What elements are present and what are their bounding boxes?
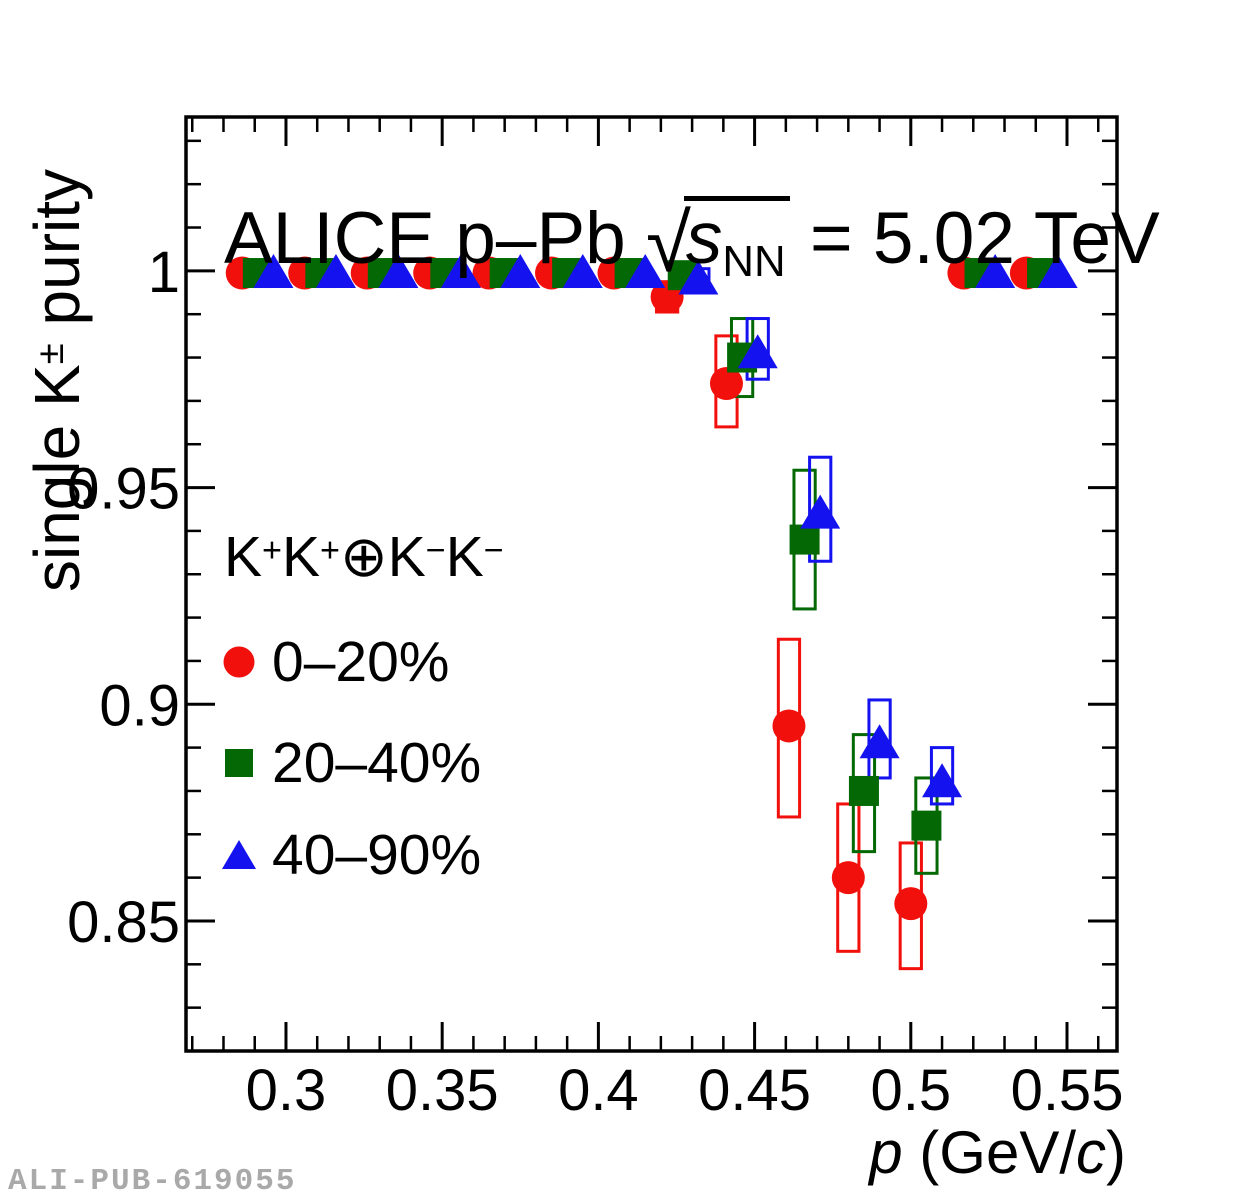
sqrt-symbol: √: [646, 198, 691, 290]
legend-label: 20–40%: [272, 731, 482, 795]
data-point-triangle: [922, 763, 963, 798]
legend-label: 0–20%: [272, 630, 450, 694]
data-point-triangle: [625, 254, 666, 289]
data-point-square: [911, 810, 942, 841]
y-tick-label: 0.85: [67, 890, 180, 955]
title-s-subscript: NN: [722, 237, 786, 287]
y-tick-label: 1: [148, 240, 180, 305]
data-point-circle: [709, 367, 743, 401]
legend-plus2: +: [320, 531, 340, 570]
x-tick-label: 0.55: [1011, 1058, 1124, 1123]
x-tick-label: 0.35: [386, 1058, 499, 1123]
data-point-triangle: [737, 334, 778, 369]
legend-circle: [223, 646, 255, 678]
title-text: ALICE p–Pb: [224, 198, 647, 279]
data-point-circle: [831, 861, 865, 895]
x-tick-label: 0.5: [870, 1058, 951, 1123]
legend-triangle: [222, 840, 256, 869]
data-point-triangle: [500, 254, 541, 289]
triangle-marker-icon: [222, 840, 256, 869]
syst-box: [929, 746, 955, 806]
data-point-square: [848, 775, 879, 806]
x-tick-label: 0.45: [698, 1058, 811, 1123]
legend-minus1: −: [425, 531, 446, 570]
x-axis-title: p (GeV/c): [869, 1118, 1126, 1187]
plot-title: ALICE p–Pb √sNN = 5.02 TeV: [224, 196, 1160, 285]
x-title-c: c: [1076, 1119, 1107, 1186]
legend-k3: K: [387, 525, 426, 589]
syst-box: [808, 455, 833, 563]
y-axis-title: single K± purity: [20, 169, 94, 592]
data-point-triangle: [975, 254, 1016, 289]
y-tick-label: 0.95: [67, 457, 180, 522]
x-tick-label: 0.3: [246, 1058, 327, 1123]
sqrt-overline: sNN: [683, 196, 790, 287]
data-point-triangle: [315, 254, 356, 289]
x-tick-label: 0.4: [558, 1058, 639, 1123]
legend-plus1: +: [262, 531, 282, 570]
legend-entry-40-90: 40–90%: [219, 825, 481, 885]
data-point-triangle: [253, 254, 294, 289]
x-title-unit: (GeV/: [902, 1119, 1077, 1186]
y-title-plusminus: ±: [28, 343, 72, 365]
legend-square: [225, 749, 253, 777]
x-title-close: ): [1106, 1119, 1126, 1186]
figure-id-watermark: ALI-PUB-619055: [8, 1164, 297, 1196]
title-energy: = 5.02 TeV: [789, 198, 1160, 279]
legend-label: 40–90%: [272, 823, 482, 887]
plot-frame: [184, 115, 1119, 1053]
data-point-triangle: [562, 254, 603, 289]
data-point-circle: [772, 709, 806, 743]
y-tick-label: 0.9: [99, 673, 180, 738]
data-point-triangle: [859, 724, 900, 759]
circle-marker-icon: [223, 646, 255, 678]
legend-k4: K: [445, 525, 484, 589]
oplus-symbol: ⊕: [340, 525, 388, 589]
data-point-circle: [894, 887, 928, 921]
x-title-p: p: [869, 1119, 903, 1186]
legend-k1: K: [224, 525, 263, 589]
data-point-square: [789, 524, 820, 555]
y-title-text: single K: [21, 364, 93, 592]
legend-k2: K: [282, 525, 321, 589]
data-point-triangle: [440, 254, 481, 289]
legend-header: K+K+⊕K−K−: [224, 524, 504, 590]
data-point-triangle: [378, 254, 419, 289]
y-title-text2: purity: [21, 168, 93, 344]
syst-box: [867, 698, 892, 780]
title-s: s: [685, 198, 723, 279]
legend-minus2: −: [483, 531, 504, 570]
legend-entry-0-20: 0–20%: [219, 632, 450, 692]
data-point-triangle: [800, 494, 841, 529]
data-point-triangle: [1037, 254, 1078, 289]
legend-entry-20-40: 20–40%: [219, 733, 481, 793]
square-marker-icon: [225, 749, 253, 777]
data-point-triangle: [678, 260, 719, 295]
